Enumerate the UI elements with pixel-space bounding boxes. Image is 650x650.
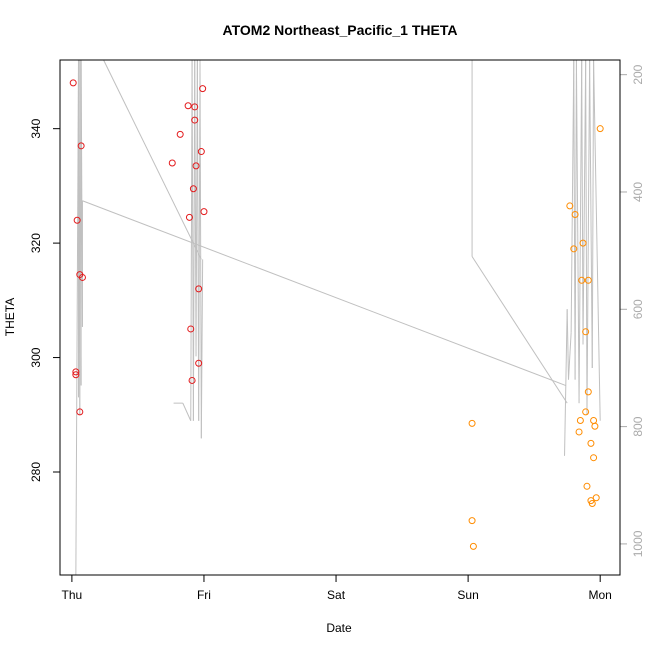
y2-tick-label: 1000 [631, 530, 645, 557]
y2-tick-label: 800 [631, 416, 645, 436]
x-tick-label: Mon [589, 588, 612, 602]
x-tick-label: Thu [62, 588, 83, 602]
y2-tick-label: 200 [631, 64, 645, 84]
data-point [191, 116, 199, 124]
data-point [582, 408, 590, 416]
data-point [570, 245, 578, 253]
data-point [590, 417, 598, 424]
track-segment [575, 59, 580, 404]
track-segment [570, 59, 575, 333]
data-point [596, 125, 604, 133]
data-point [578, 276, 586, 284]
data-point [185, 213, 193, 221]
data-point [189, 185, 197, 193]
data-point [200, 208, 208, 216]
track-segment [199, 59, 202, 439]
y2-tick-label: 600 [631, 299, 645, 319]
data-point [469, 542, 477, 550]
data-point [582, 328, 590, 336]
track-segment [586, 59, 591, 415]
y-tick-label: 320 [29, 233, 43, 253]
data-point [195, 359, 203, 367]
track-segment [566, 309, 569, 380]
data-point [590, 454, 598, 462]
x-tick-label: Sat [327, 588, 346, 602]
data-point [468, 517, 476, 525]
data-point [176, 130, 184, 138]
data-point [78, 273, 86, 281]
data-point [187, 325, 195, 333]
track-segment [82, 200, 567, 387]
track-segment [591, 59, 595, 368]
data-point [77, 142, 85, 150]
data-point [592, 494, 600, 502]
data-point [73, 216, 81, 224]
chart-title: ATOM2 Northeast_Pacific_1 THETA [223, 22, 458, 38]
x-tick-label: Sun [457, 588, 478, 602]
data-point [195, 285, 203, 293]
axes: Thu Fri Sat Sun Mon 280 300 320 340 200 400 600 800 1… [29, 64, 645, 602]
data-point [584, 276, 592, 284]
data-point [566, 202, 574, 210]
data-point [575, 428, 583, 436]
track-segment [182, 402, 192, 421]
data-point [168, 159, 176, 167]
data-point [72, 368, 80, 376]
track-segment [582, 59, 587, 345]
y2-tick-label: 400 [631, 182, 645, 202]
data-point [188, 376, 196, 384]
y-tick-label: 340 [29, 118, 43, 138]
data-point [571, 211, 579, 218]
track-segment [564, 309, 568, 456]
data-point [579, 239, 587, 247]
y-tick-label: 280 [29, 462, 43, 482]
data-point [192, 162, 200, 170]
data-point [191, 103, 199, 111]
data-point [184, 102, 192, 110]
track-segment [200, 259, 204, 439]
data-point [69, 79, 77, 87]
data-points [69, 79, 604, 550]
track-segment [593, 59, 601, 421]
track-segment [471, 256, 568, 404]
track-segment [581, 59, 584, 345]
y-tick-label: 300 [29, 347, 43, 367]
y-axis-label: THETA [3, 298, 17, 336]
data-point [584, 388, 592, 396]
data-point [587, 439, 595, 447]
data-point [76, 408, 84, 416]
data-point [72, 371, 80, 379]
x-axis-label: Date [326, 621, 352, 635]
track-segment [589, 59, 593, 368]
track-segment [103, 59, 202, 260]
track-segment [574, 59, 577, 380]
data-point [199, 85, 207, 93]
track-segment [578, 59, 583, 404]
track-segment [567, 332, 572, 380]
plot-frame [59, 59, 621, 576]
data-point [468, 419, 476, 427]
data-point [588, 499, 596, 507]
track-segment [585, 59, 588, 415]
data-point [576, 417, 584, 424]
data-point [197, 148, 205, 156]
track-lines [75, 59, 601, 576]
data-point [583, 482, 591, 490]
x-tick-label: Fri [197, 588, 211, 602]
data-point [591, 422, 599, 430]
